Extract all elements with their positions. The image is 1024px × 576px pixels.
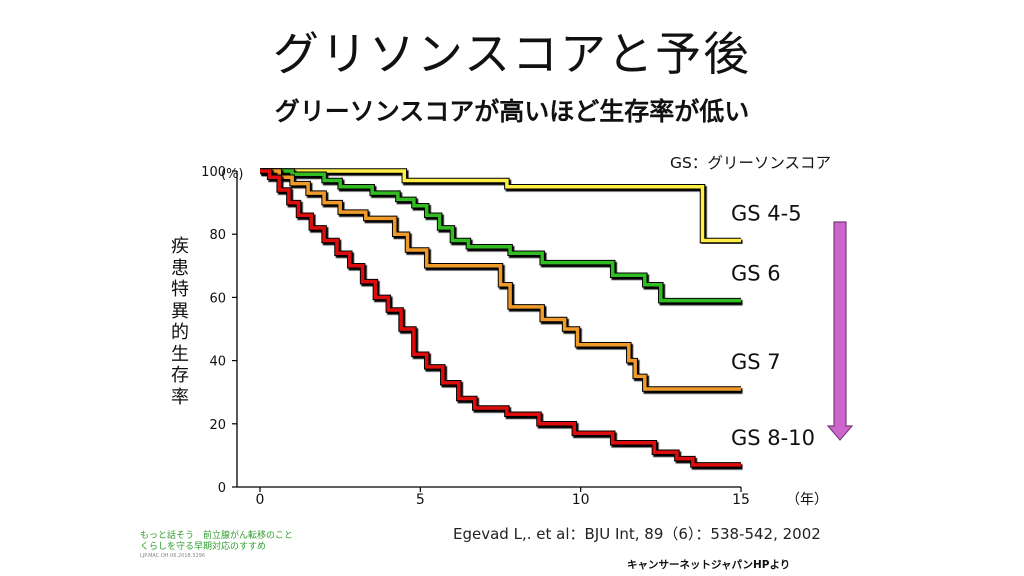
series-label: GS 6 <box>731 262 781 286</box>
series-gs-6-line <box>260 169 741 303</box>
slide-subtitle: グリーソンスコアが高いほど生存率が低い <box>274 97 750 126</box>
y-tick-label: 60 <box>209 291 226 306</box>
series-gs-4-5-line <box>260 169 741 243</box>
x-tick-label: 10 <box>572 492 590 508</box>
x-tick-label: 5 <box>416 492 425 508</box>
chart-labels-layer: GS 4-5 GS 6 GS 7 GS 8-10 <box>731 202 815 450</box>
citation: Egevad L,. et al：BJU Int, 89（6）：538-542,… <box>453 525 821 543</box>
series-gs-4-5 <box>260 168 741 244</box>
legend-title: GS：グリーソンスコア <box>670 154 831 172</box>
source-note: キャンサーネットジャパンHPより <box>627 559 791 571</box>
series-gs-8-10-outline <box>260 168 741 468</box>
down-arrow-icon <box>826 221 854 441</box>
series-gs-8-10 <box>260 168 741 468</box>
x-tick-label: 0 <box>256 492 265 508</box>
chart-series-layer <box>260 168 741 468</box>
series-gs-7-line <box>260 169 741 391</box>
y-unit-label: (%) <box>221 167 244 182</box>
series-gs-6 <box>260 168 741 304</box>
y-axis-title: 疾患特異的生存率 <box>171 236 189 408</box>
footer-line-1: もっと話そう 前立腺がん転移のこと <box>140 531 294 541</box>
y-tick-label: 20 <box>209 418 226 433</box>
x-unit-label: （年） <box>786 492 828 508</box>
footer-code: LJP.MAC.OH.06.2018.3296 <box>140 553 205 559</box>
chart-axes: 0 20 40 60 80 100 0 5 10 15 <box>201 165 750 508</box>
y-tick-label: 80 <box>209 228 226 243</box>
series-label: GS 8-10 <box>731 426 815 450</box>
slide-title: グリソンスコアと予後 <box>272 27 752 81</box>
footer-campaign: もっと話そう 前立腺がん転移のこと くらしを守る早期対応のすすめ LJP.MAC… <box>140 531 293 560</box>
footer-line-2: くらしを守る早期対応のすすめ <box>140 542 267 552</box>
series-label: GS 7 <box>731 350 781 374</box>
y-tick-label: 100 <box>201 165 226 180</box>
y-tick-label: 0 <box>218 481 226 496</box>
series-gs-8-10-line <box>260 169 741 467</box>
x-tick-label: 15 <box>732 492 750 508</box>
series-gs-7 <box>260 168 741 392</box>
series-label: GS 4-5 <box>731 202 802 226</box>
y-tick-label: 40 <box>209 355 226 370</box>
